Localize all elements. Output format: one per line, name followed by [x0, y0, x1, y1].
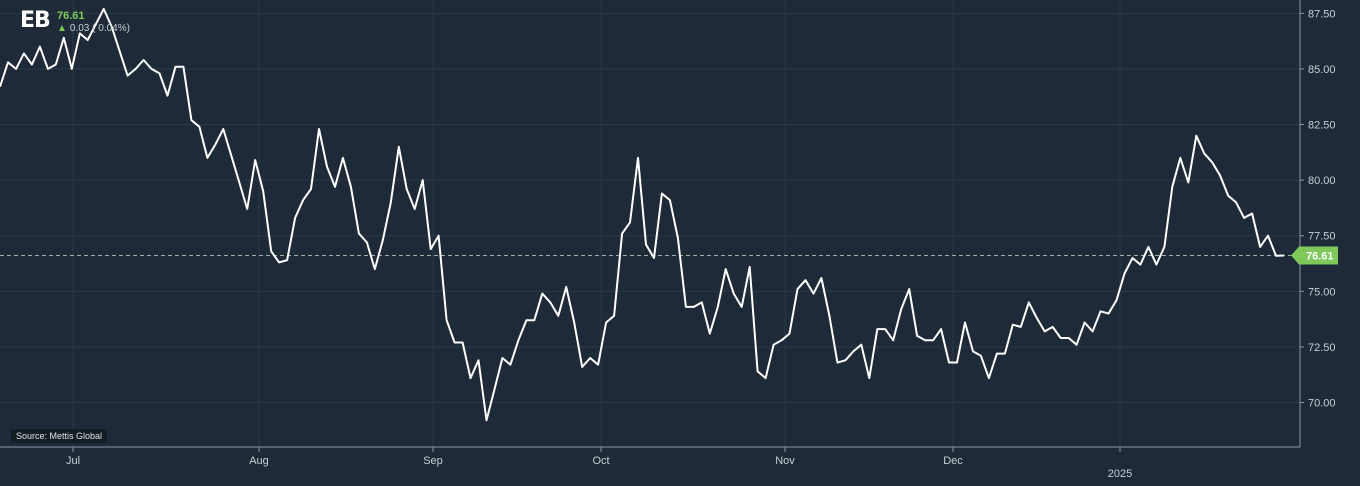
x-tick-label: Jul	[66, 455, 80, 467]
source-label: Source: Mettis Global	[11, 429, 108, 443]
price-change-text: 0.03 ( 0.04%)	[69, 23, 130, 34]
ticker-symbol: EB	[20, 8, 51, 33]
x-tick-label-year: 2025	[1108, 468, 1132, 480]
last-value-tag	[1291, 246, 1338, 265]
y-tick-label: 72.50	[1308, 342, 1336, 354]
y-tick-label: 77.50	[1308, 231, 1336, 243]
y-tick-label: 70.00	[1308, 398, 1336, 410]
x-tick-label: Oct	[592, 455, 609, 467]
x-tick-label: Sep	[423, 455, 443, 467]
y-tick-label: 87.50	[1308, 8, 1336, 20]
last-value-tag-label: 76.61	[1306, 251, 1334, 263]
x-tick-label: Aug	[249, 455, 269, 467]
arrow-up-icon: ▲	[57, 23, 67, 34]
x-tick-label: Nov	[775, 455, 795, 467]
y-tick-label: 80.00	[1308, 175, 1336, 187]
y-tick-label: 82.50	[1308, 120, 1336, 132]
y-tick-label: 85.00	[1308, 64, 1336, 76]
last-price: 76.61	[57, 10, 85, 22]
price-change: ▲ 0.03 ( 0.04%)	[57, 23, 130, 34]
price-series-line	[0, 7, 1285, 422]
y-tick-label: 75.00	[1308, 286, 1336, 298]
x-tick-label: Dec	[943, 455, 963, 467]
